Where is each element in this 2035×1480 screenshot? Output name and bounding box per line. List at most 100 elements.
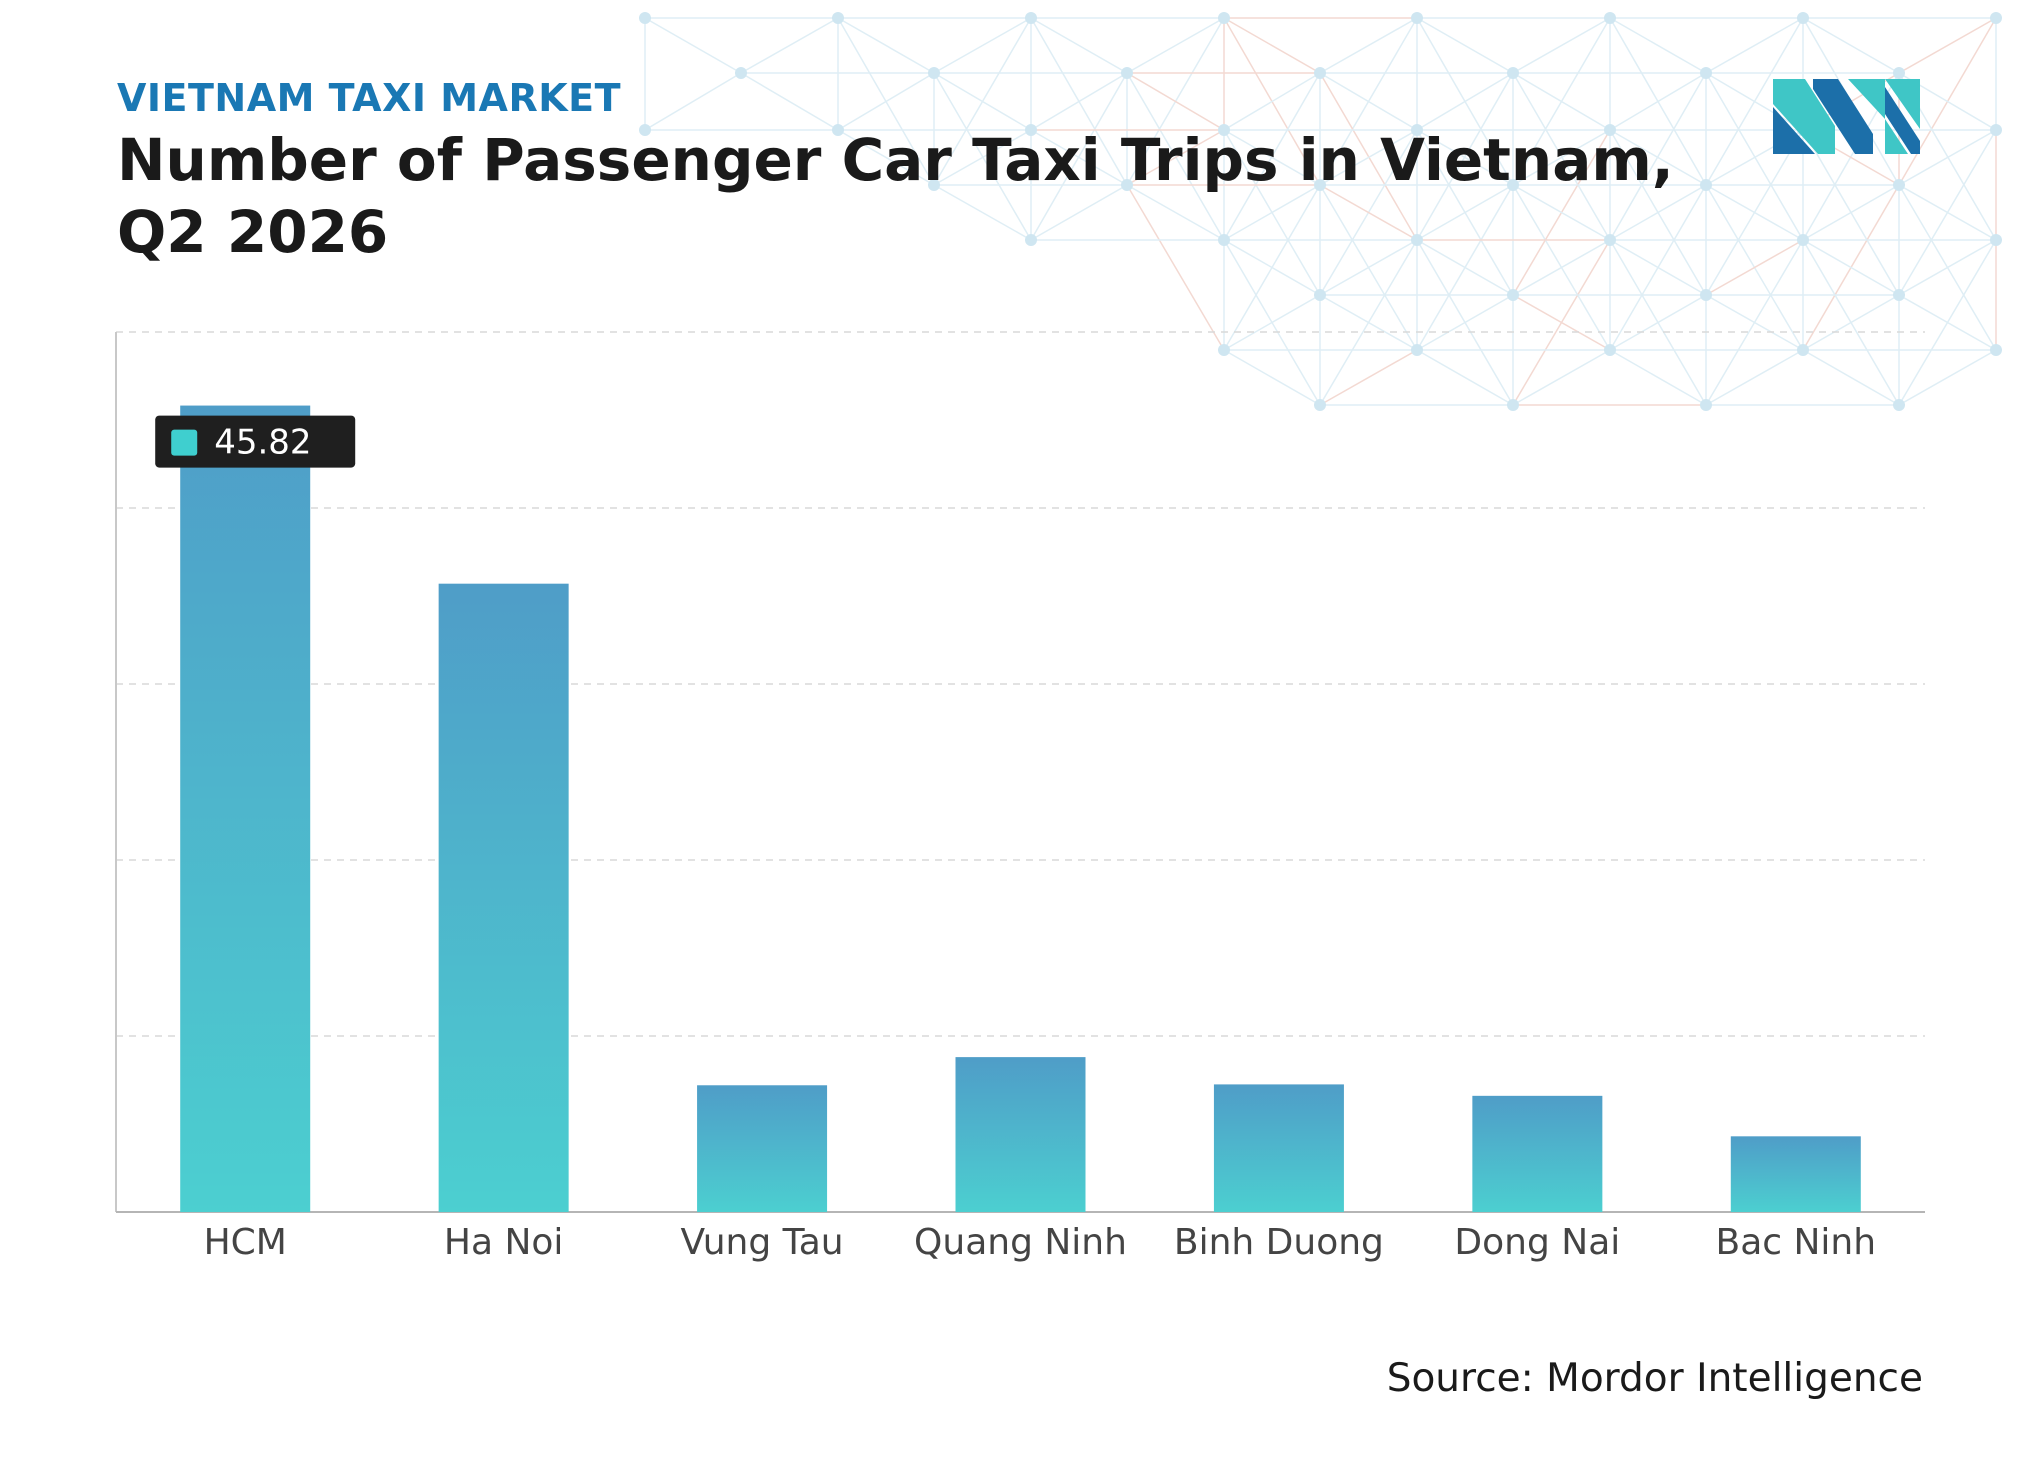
- network-line: [1512, 184, 1611, 241]
- network-line: [1898, 184, 1997, 241]
- bar[interactable]: [438, 583, 569, 1212]
- network-line: [1126, 184, 1225, 351]
- network-line: [1705, 72, 1804, 131]
- network-line: [1609, 184, 1707, 241]
- network-line: [1898, 239, 1997, 296]
- x-tick-label: Vung Tau: [681, 1222, 844, 1263]
- network-line: [1705, 294, 1804, 351]
- tooltip-box: [155, 415, 356, 468]
- network-line: [1223, 72, 1321, 241]
- network-line: [1609, 239, 1707, 296]
- report-category: VIETNAM TAXI MARKET: [117, 76, 622, 120]
- x-tick-label: Dong Nai: [1454, 1222, 1620, 1263]
- value-tooltip: 45.82: [155, 415, 356, 468]
- network-line: [740, 17, 839, 74]
- network-node: [639, 12, 651, 24]
- network-line: [1416, 184, 1514, 241]
- network-line: [1416, 72, 1514, 241]
- network-line: [1223, 239, 1321, 296]
- network-node: [1507, 399, 1519, 411]
- mordor-intelligence-logo: [1773, 79, 1920, 154]
- network-line: [1319, 239, 1418, 296]
- network-node: [832, 124, 844, 136]
- network-node: [1990, 344, 2002, 356]
- network-node: [1411, 234, 1423, 246]
- network-line: [1319, 72, 1418, 131]
- network-node: [1121, 179, 1133, 191]
- network-line: [1609, 72, 1707, 131]
- network-line: [644, 17, 742, 74]
- network-line: [1802, 294, 1900, 351]
- network-line: [1898, 129, 1997, 186]
- network-node: [1218, 234, 1230, 246]
- network-line: [1512, 239, 1611, 296]
- bar[interactable]: [697, 1085, 828, 1212]
- bar[interactable]: [1472, 1095, 1603, 1212]
- network-line: [1802, 184, 1900, 241]
- network-node: [1604, 234, 1616, 246]
- network-node: [1604, 344, 1616, 356]
- network-line: [1416, 129, 1514, 186]
- network-line: [1223, 129, 1321, 186]
- network-line: [1512, 294, 1611, 351]
- logo-right-slash: [1885, 87, 1920, 154]
- network-line: [1126, 184, 1225, 241]
- network-node: [1507, 289, 1519, 301]
- network-node: [1797, 344, 1809, 356]
- network-line: [1416, 17, 1514, 74]
- network-line: [1030, 72, 1128, 241]
- logo-left-block: [1773, 107, 1815, 154]
- network-line: [1126, 72, 1225, 241]
- network-line: [1416, 72, 1514, 131]
- network-node: [1990, 234, 2002, 246]
- network-node: [1700, 289, 1712, 301]
- tooltip-value: 45.82: [214, 423, 311, 463]
- network-line: [1609, 349, 1707, 406]
- network-node: [1700, 179, 1712, 191]
- network-line: [1609, 129, 1707, 186]
- network-node: [832, 12, 844, 24]
- network-node: [1893, 289, 1905, 301]
- logo-right-shape: [1848, 79, 1885, 119]
- network-line: [1319, 129, 1418, 186]
- network-node: [1121, 67, 1133, 79]
- network-line: [1416, 294, 1514, 351]
- network-node: [1314, 67, 1326, 79]
- network-line: [837, 129, 935, 186]
- network-node: [1411, 12, 1423, 24]
- network-node: [1507, 179, 1519, 191]
- network-line: [933, 17, 1032, 74]
- source-note: Source: Mordor Intelligence: [1386, 1356, 1923, 1401]
- network-line: [1223, 349, 1321, 406]
- x-tick-label: Binh Duong: [1174, 1222, 1384, 1263]
- network-node: [1700, 67, 1712, 79]
- network-line: [1898, 349, 1997, 406]
- network-line: [1319, 349, 1418, 406]
- bar[interactable]: [1213, 1084, 1344, 1212]
- chart-title: Number of Passenger Car Taxi Trips in Vi…: [117, 126, 1674, 266]
- network-node: [1990, 124, 2002, 136]
- network-line: [1705, 72, 1804, 241]
- network-node: [1893, 399, 1905, 411]
- bar[interactable]: [1730, 1136, 1861, 1212]
- network-node: [1025, 234, 1037, 246]
- network-line: [1898, 294, 1997, 351]
- network-line: [1223, 294, 1321, 351]
- network-node: [1893, 67, 1905, 79]
- network-line: [837, 17, 935, 74]
- network-line: [1705, 349, 1804, 406]
- network-node: [1218, 12, 1230, 24]
- tooltip-swatch: [171, 429, 198, 456]
- x-tick-label: Ha Noi: [444, 1222, 564, 1263]
- x-tick-label: Quang Ninh: [914, 1222, 1127, 1263]
- network-node: [1411, 124, 1423, 136]
- bar[interactable]: [180, 405, 311, 1212]
- network-line: [1705, 17, 1804, 74]
- logo-right-block: [1885, 79, 1920, 154]
- network-node: [639, 124, 651, 136]
- network-line: [1319, 17, 1418, 74]
- network-line: [1126, 129, 1225, 186]
- x-tick-label: Bac Ninh: [1716, 1222, 1877, 1263]
- network-line: [933, 184, 1032, 241]
- bar[interactable]: [955, 1057, 1086, 1212]
